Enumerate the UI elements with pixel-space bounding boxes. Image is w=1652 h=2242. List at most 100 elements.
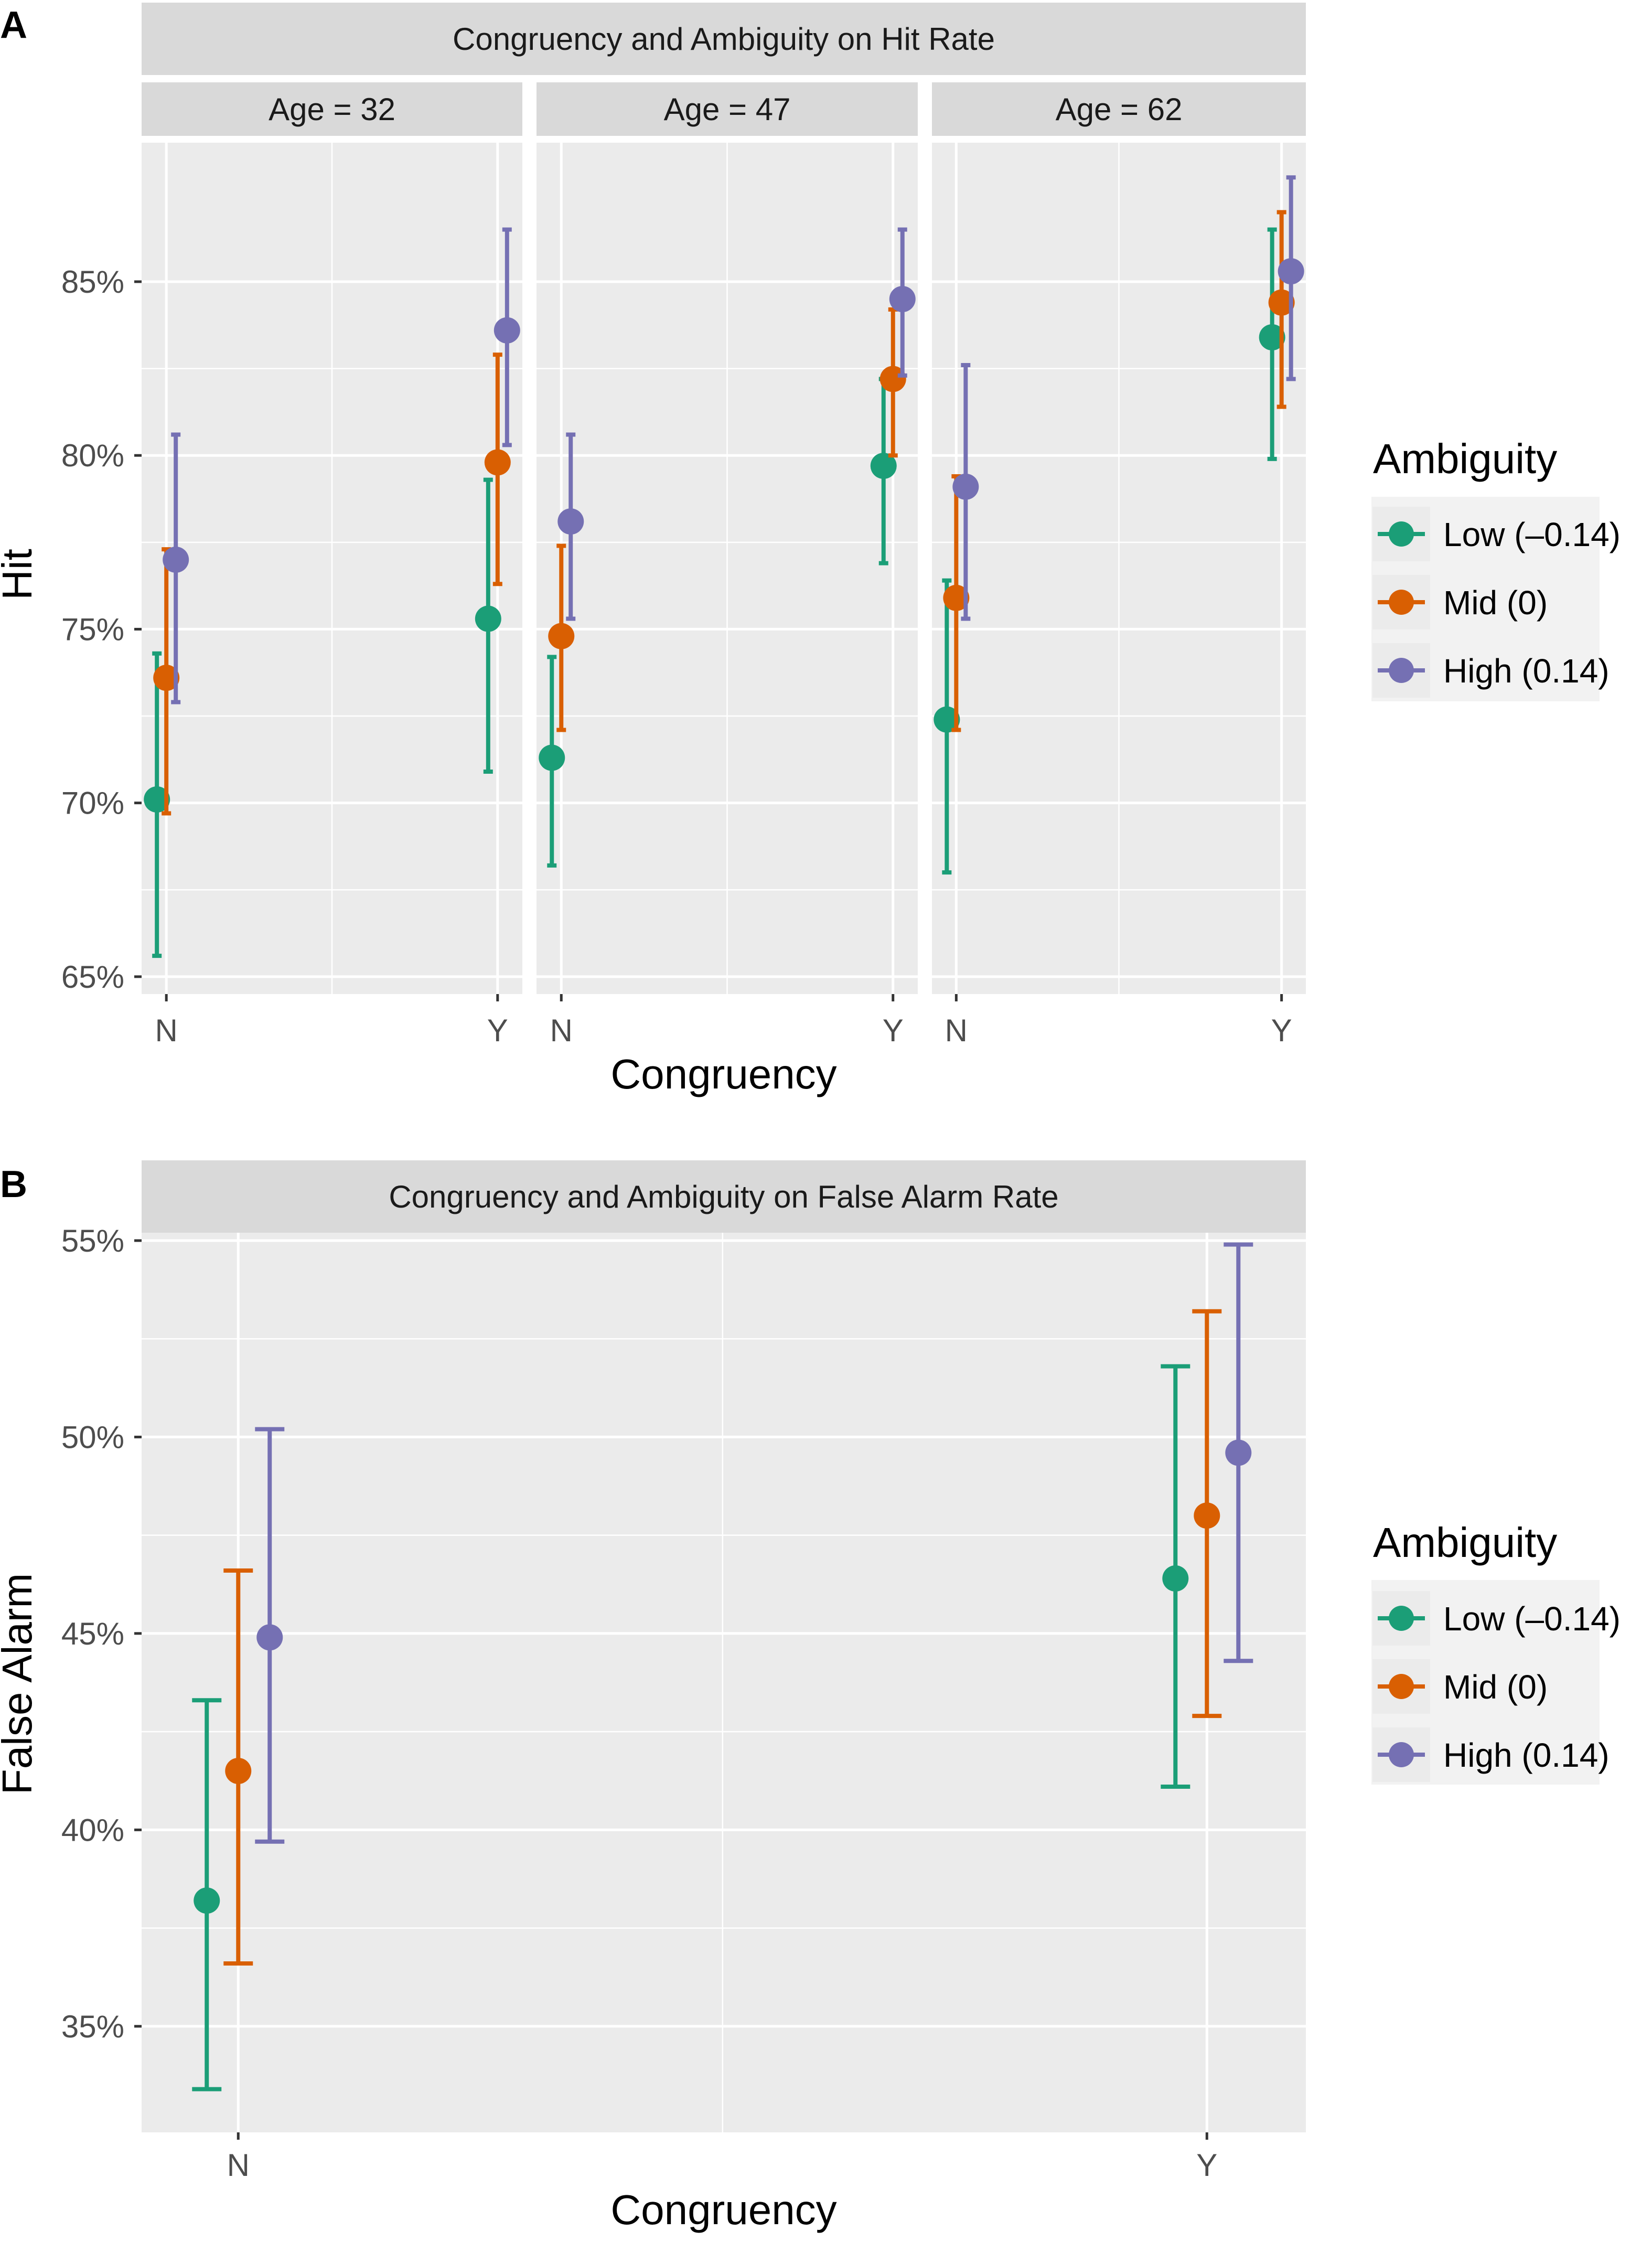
legend-key-point — [1389, 1674, 1414, 1699]
data-point — [494, 317, 520, 344]
data-point — [889, 286, 916, 313]
data-point — [952, 473, 979, 500]
data-point-group — [539, 655, 565, 868]
data-point-group — [494, 227, 520, 447]
data-point-group — [192, 1698, 222, 2091]
data-point — [225, 1758, 252, 1785]
data-point-group — [943, 474, 970, 732]
data-point-group — [255, 1427, 285, 1844]
legend-key-point — [1389, 1606, 1414, 1631]
x-tick-label: Y — [883, 1013, 904, 1048]
panel-background — [142, 1233, 1306, 2132]
data-point-group — [952, 362, 979, 621]
x-axis-title: Congruency — [610, 1051, 836, 1097]
legend-key-point — [1389, 590, 1414, 615]
legend-key-point — [1389, 658, 1414, 683]
data-point-group — [1268, 210, 1295, 409]
data-point — [879, 366, 906, 392]
title-strip — [142, 3, 1306, 75]
facet-panel: Age = 47 N Y — [537, 82, 918, 1048]
x-tick-label: Y — [1196, 2148, 1217, 2183]
facet-strip — [142, 82, 522, 136]
data-point-group — [223, 1568, 253, 1966]
data-point — [484, 449, 511, 476]
data-point-group — [484, 353, 511, 586]
data-point — [256, 1624, 283, 1651]
x-tick-label: N — [550, 1013, 573, 1048]
data-point — [1194, 1502, 1220, 1529]
data-point — [548, 623, 575, 649]
data-point-group — [934, 578, 960, 875]
data-point-group — [163, 432, 189, 704]
y-tick-label: 55% — [61, 1223, 124, 1258]
legend-title: Ambiguity — [1373, 435, 1557, 482]
y-tick-label: 70% — [61, 786, 124, 821]
data-point — [1259, 324, 1285, 350]
y-tick-label: 80% — [61, 438, 124, 473]
legend-label: High (0.14) — [1443, 1736, 1610, 1774]
legend-title: Ambiguity — [1373, 1519, 1557, 1566]
x-tick-label: N — [227, 2148, 250, 2183]
panel-tag: B — [0, 1163, 27, 1205]
data-point — [557, 508, 584, 535]
data-point-group — [1259, 227, 1285, 461]
data-point — [1225, 1439, 1252, 1466]
x-tick-label: Y — [487, 1013, 508, 1048]
x-tick-label: N — [945, 1013, 968, 1048]
data-point — [1162, 1565, 1189, 1592]
y-tick-label: 50% — [61, 1419, 124, 1455]
data-point — [153, 665, 180, 691]
data-point — [1268, 289, 1295, 316]
data-point-group — [144, 651, 170, 958]
legend: Ambiguity Low (–0.14) Mid (0) High (0.14) — [1371, 1519, 1621, 1785]
data-point-group — [1192, 1309, 1222, 1718]
y-tick-label: 45% — [61, 1616, 124, 1651]
data-point — [539, 744, 565, 771]
chart-title: Congruency and Ambiguity on Hit Rate — [453, 22, 995, 57]
facet-panel: Age = 32 N Y — [142, 82, 522, 1048]
facet-strip — [932, 82, 1306, 136]
x-axis-title: Congruency — [610, 2186, 836, 2233]
legend-key-point — [1389, 1742, 1414, 1767]
y-axis-title: False Alarm — [0, 1573, 40, 1795]
data-point-group — [1278, 175, 1304, 381]
panel-tag: A — [0, 4, 27, 46]
chart-title: Congruency and Ambiguity on False Alarm … — [389, 1179, 1058, 1214]
legend-label: Mid (0) — [1443, 1668, 1548, 1706]
data-point — [943, 584, 970, 611]
y-tick-label: 35% — [61, 2009, 124, 2044]
data-point — [934, 706, 960, 733]
hit-rate-chart: A Congruency and Ambiguity on Hit Rate Age… — [0, 3, 1621, 1097]
data-point-group — [548, 543, 575, 732]
y-axis-title: Hit — [0, 549, 40, 600]
x-tick-label: N — [155, 1013, 178, 1048]
y-tick-label: 75% — [61, 612, 124, 647]
false-alarm-chart: B Congruency and Ambiguity on False Alarm… — [0, 1160, 1621, 2233]
facet-panel: Age = 62 N Y — [932, 82, 1306, 1048]
data-point-group — [1224, 1242, 1253, 1663]
facet-label: Age = 62 — [1056, 92, 1183, 127]
data-point — [870, 453, 897, 479]
legend-label: Low (–0.14) — [1443, 516, 1621, 553]
data-point-group — [475, 477, 501, 774]
y-tick-label: 40% — [61, 1812, 124, 1848]
y-tick-label: 85% — [61, 264, 124, 300]
y-tick-label: 65% — [61, 959, 124, 995]
data-point-group — [153, 547, 180, 816]
data-point-group — [889, 227, 916, 378]
facet-strip — [537, 82, 918, 136]
legend-label: Low (–0.14) — [1443, 1600, 1621, 1638]
data-point-group — [879, 307, 906, 458]
data-point-group — [557, 432, 584, 621]
legend-key-point — [1389, 521, 1414, 547]
legend-label: High (0.14) — [1443, 652, 1610, 690]
data-point — [144, 786, 170, 813]
legend: Ambiguity Low (–0.14) Mid (0) High (0.14) — [1371, 435, 1621, 701]
data-point — [475, 605, 501, 632]
title-strip — [142, 1160, 1306, 1233]
data-point — [1278, 258, 1304, 285]
facet-label: Age = 47 — [664, 92, 791, 127]
legend-label: Mid (0) — [1443, 584, 1548, 622]
